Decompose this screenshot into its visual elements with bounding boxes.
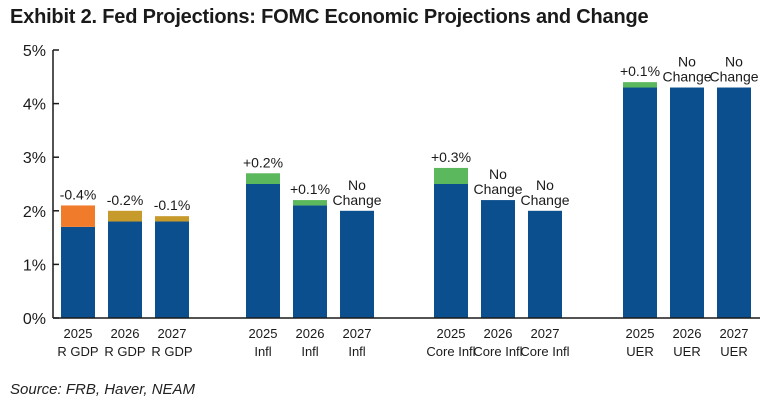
- data-label: No Change: [520, 177, 569, 208]
- y-tick-label: 1%: [23, 257, 46, 274]
- data-label: -0.1%: [154, 197, 191, 213]
- x-tick-metric: UER: [673, 344, 700, 359]
- x-tick-year: 2025: [64, 326, 93, 341]
- bar-change-2026-infl: [293, 200, 327, 206]
- x-tick-metric: Infl: [348, 344, 365, 359]
- data-label: +0.3%: [431, 149, 471, 165]
- x-tick-metric: R GDP: [57, 344, 98, 359]
- x-tick-metric: R GDP: [151, 344, 192, 359]
- y-tick-label: 4%: [23, 97, 46, 114]
- bar-change-2025-core-infl: [434, 167, 468, 184]
- bar-change-2025-infl: [246, 173, 280, 184]
- bar-base-2025-core-infl: [434, 184, 468, 318]
- bar-base-2025-infl: [246, 184, 280, 318]
- bar-base-2026-core-infl: [481, 200, 515, 318]
- x-tick-metric: UER: [720, 344, 747, 359]
- x-tick-year: 2027: [720, 326, 749, 341]
- x-tick-year: 2025: [249, 326, 278, 341]
- x-tick-metric: R GDP: [104, 344, 145, 359]
- bar-base-2026-r-gdp: [108, 221, 142, 318]
- data-label: -0.4%: [60, 186, 97, 202]
- bar-change-2026-r-gdp: [108, 210, 142, 222]
- x-tick-year: 2025: [626, 326, 655, 341]
- bar-base-2025-uer: [623, 87, 657, 319]
- source-note: Source: FRB, Haver, NEAM: [10, 381, 196, 398]
- bar-change-2025-uer: [623, 82, 657, 88]
- bar-change-2025-r-gdp: [61, 205, 95, 227]
- x-tick-year: 2026: [111, 326, 140, 341]
- data-label: +0.1%: [290, 181, 330, 197]
- x-tick-metric: Core Infl: [473, 344, 522, 359]
- x-axis-ticks: 2025 R GDP 2026 R GDP 2027 R GDP 2025 Infl 2026 I…: [57, 326, 748, 359]
- y-axis-ticks: 0% 1% 2% 3% 4% 5%: [23, 43, 59, 328]
- data-label: No Change: [662, 54, 711, 85]
- chart-title: Exhibit 2. Fed Projections: FOMC Economi…: [10, 6, 649, 28]
- x-tick-year: 2026: [484, 326, 513, 341]
- bar-base-2027-uer: [717, 87, 751, 319]
- x-tick-year: 2026: [296, 326, 325, 341]
- bar-base-2025-r-gdp: [61, 226, 95, 318]
- data-label: +0.2%: [243, 154, 283, 170]
- y-tick-label: 3%: [23, 150, 46, 167]
- x-tick-metric: Core Infl: [520, 344, 569, 359]
- y-tick-label: 5%: [23, 43, 46, 60]
- bar-base-2027-core-infl: [528, 210, 562, 318]
- data-label: No Change: [332, 177, 381, 208]
- x-tick-year: 2027: [343, 326, 372, 341]
- x-tick-metric: Infl: [301, 344, 318, 359]
- bar-change-2027-r-gdp: [155, 216, 189, 222]
- x-tick-year: 2027: [531, 326, 560, 341]
- bars-layer: [61, 82, 751, 319]
- x-tick-year: 2025: [437, 326, 466, 341]
- bar-base-2027-r-gdp: [155, 221, 189, 318]
- x-tick-year: 2026: [673, 326, 702, 341]
- x-tick-metric: Infl: [254, 344, 271, 359]
- data-label: No Change: [473, 166, 522, 197]
- x-tick-year: 2027: [158, 326, 187, 341]
- x-tick-metric: UER: [626, 344, 653, 359]
- y-tick-label: 0%: [23, 311, 46, 328]
- data-label: +0.1%: [620, 63, 660, 79]
- x-tick-metric: Core Infl: [426, 344, 475, 359]
- bar-base-2026-infl: [293, 205, 327, 318]
- y-tick-label: 2%: [23, 204, 46, 221]
- data-label: -0.2%: [107, 192, 144, 208]
- bar-base-2027-infl: [340, 210, 374, 318]
- data-labels-layer: -0.4% -0.2% -0.1%+0.2%+0.1% No Change+0.3%No…: [60, 54, 759, 214]
- data-label: No Change: [709, 54, 758, 85]
- bar-base-2026-uer: [670, 87, 704, 319]
